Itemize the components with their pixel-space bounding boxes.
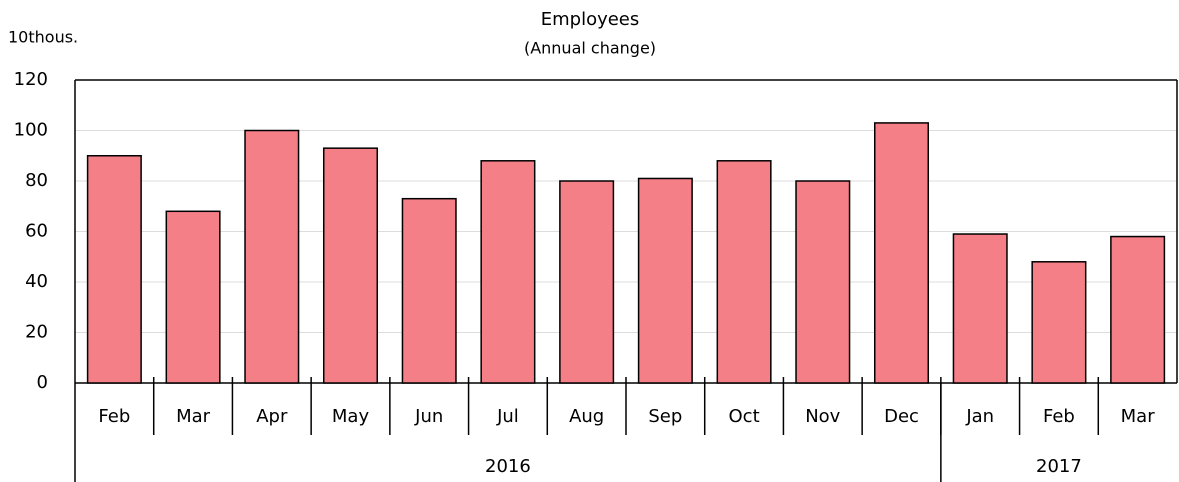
bar	[322, 147, 379, 384]
y-tick-label: 100	[14, 120, 48, 141]
y-tick-label: 60	[25, 221, 48, 242]
group-label: 2017	[1036, 456, 1082, 477]
x-tick-label: Sep	[648, 406, 682, 427]
x-tick-label: Apr	[256, 406, 288, 427]
x-tick-label: Mar	[1121, 406, 1156, 427]
y-tick-label: 0	[37, 372, 48, 393]
bar	[952, 233, 1008, 384]
bar	[716, 160, 772, 384]
bar	[1031, 261, 1087, 384]
bar	[873, 122, 930, 384]
bar	[1110, 235, 1166, 384]
chart-title: Employees	[541, 9, 640, 30]
y-tick-label: 40	[25, 271, 48, 292]
bar	[480, 160, 536, 384]
x-tick-label: May	[332, 406, 370, 427]
chart-subtitle: (Annual change)	[524, 39, 656, 58]
bar	[244, 129, 300, 384]
group-label: 2016	[485, 456, 531, 477]
bar	[86, 155, 142, 384]
x-tick-label: Dec	[884, 406, 919, 427]
y-tick-label: 120	[14, 69, 48, 90]
bar	[165, 210, 221, 384]
x-tick-label: Mar	[176, 406, 211, 427]
y-tick-label: 80	[25, 170, 48, 191]
x-tick-label: Jun	[414, 406, 443, 427]
bar	[637, 177, 693, 384]
x-tick-label: Feb	[98, 406, 130, 427]
x-tick-label: Feb	[1043, 406, 1075, 427]
y-tick-label: 20	[25, 322, 48, 343]
x-tick-label: Oct	[729, 406, 760, 427]
x-tick-label: Jan	[965, 406, 994, 427]
bar	[795, 180, 851, 384]
x-tick-label: Jul	[496, 406, 519, 427]
bar	[401, 197, 457, 384]
x-tick-label: Nov	[805, 406, 840, 427]
bar	[559, 180, 615, 384]
x-tick-label: Aug	[569, 406, 604, 427]
unit-label: 10thous.	[8, 28, 78, 47]
